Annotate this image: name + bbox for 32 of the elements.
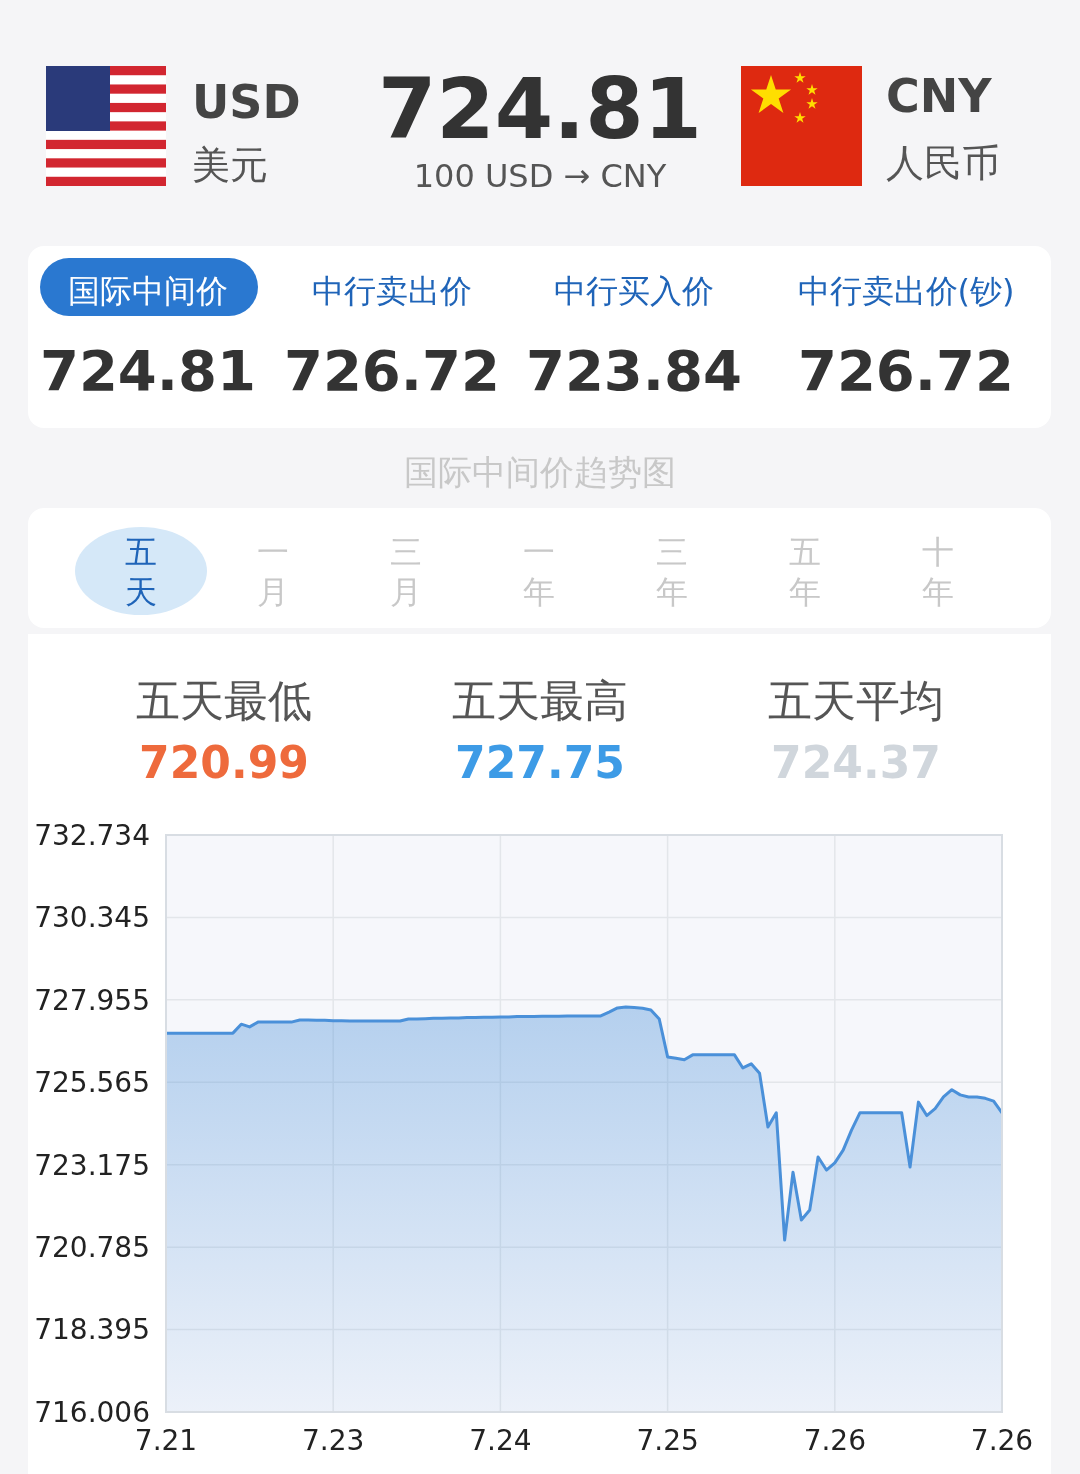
text: 五天最低 [136,675,312,726]
text: 724.81 [377,60,703,158]
text: 727.75 [455,737,625,788]
x-tick-label: 7.26 [803,1424,866,1457]
y-tick-label: 730.345 [34,901,150,935]
x-tick-label: 7.25 [636,1424,699,1457]
text: 中行卖出价 [312,272,472,310]
text: 五天平均 [768,675,944,726]
text: USD [192,75,301,129]
text: CNY [886,69,993,123]
text: 人民币 [886,141,1000,185]
text: 中行卖出价(钞) [797,272,1015,310]
text: 国际中间价 [68,272,228,310]
y-tick-label: 725.565 [34,1066,150,1100]
text: 中行买入价 [554,272,714,310]
text: 724.81 [39,338,257,403]
text: 五天最高 [452,675,628,726]
y-tick-label: 732.734 [34,818,150,852]
text: 726.72 [283,338,501,403]
text: 100 USD → CNY [413,157,667,195]
y-tick-label: 723.175 [34,1148,150,1182]
text: 726.72 [797,338,1015,403]
x-tick-label: 7.24 [469,1424,532,1457]
text: 723.84 [525,338,743,403]
text: 720.99 [139,737,309,788]
x-tick-label: 7.26 [970,1424,1034,1457]
y-tick-label: 720.785 [34,1230,150,1264]
x-tick-label: 7.23 [302,1424,365,1457]
y-tick-label: 727.955 [34,983,150,1017]
y-tick-label: 718.395 [34,1313,150,1347]
text: 美元 [192,143,268,187]
text: 五天 [125,533,157,611]
